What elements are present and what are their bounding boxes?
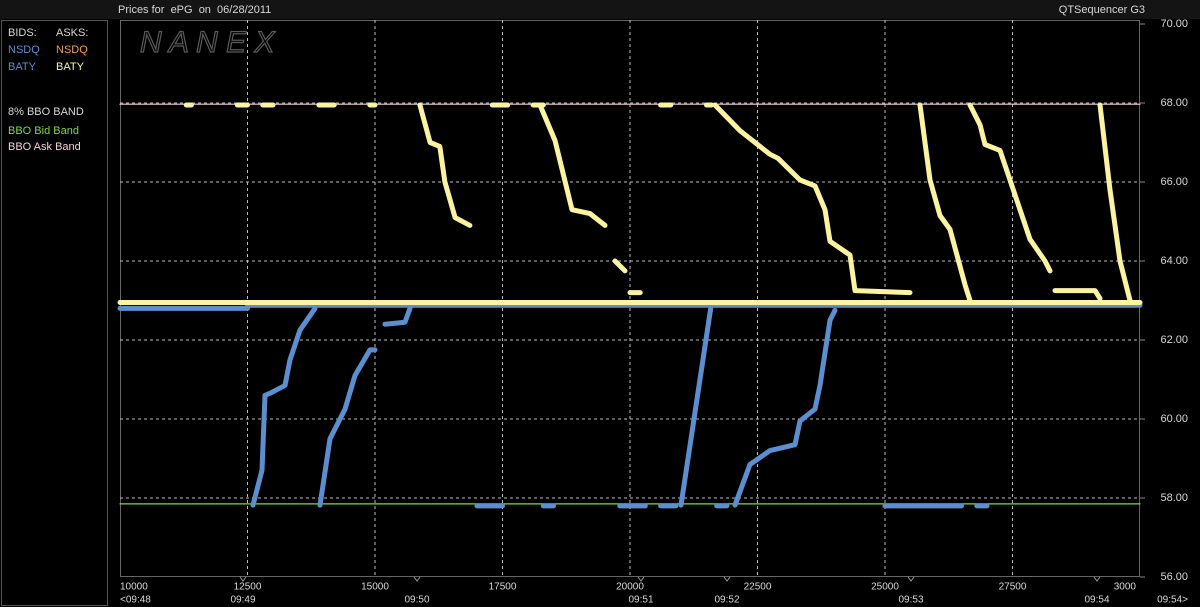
time-tick-label: <09:48	[120, 595, 151, 606]
x-tick-label: 22500	[744, 582, 772, 593]
series-line	[250, 303, 838, 508]
x-tick-label: 3000	[1114, 582, 1137, 593]
y-tick-label: 64.00	[1160, 255, 1188, 267]
time-tick-marker	[723, 576, 731, 582]
x-tick-label: 15000	[361, 582, 389, 593]
time-tick-marker	[413, 576, 421, 582]
y-tick-label: 56.00	[1160, 571, 1188, 583]
legend-heading: 8% BBO BAND	[8, 106, 84, 118]
legend-item: NSDQ	[56, 44, 88, 56]
series-line	[117, 302, 1143, 509]
legend-heading: BIDS:	[8, 27, 37, 39]
time-tick-label: 09:54>	[1157, 595, 1188, 606]
time-tick-label: 09:50	[405, 595, 430, 606]
y-tick-label: 68.00	[1160, 97, 1188, 109]
x-tick-label: 27500	[999, 582, 1027, 593]
chart-title: Prices for ePG on 06/28/2011	[118, 4, 271, 16]
legend-panel	[1, 20, 108, 606]
time-tick-label: 09:49	[230, 595, 255, 606]
time-tick-label: 09:51	[629, 595, 654, 606]
x-tick-label: 20000	[616, 582, 644, 593]
time-tick-label: 09:54	[1084, 595, 1109, 606]
legend-heading: ASKS:	[56, 27, 88, 39]
y-tick-label: 58.00	[1160, 492, 1188, 504]
legend-item: BBO Ask Band	[8, 141, 81, 153]
header-bar	[0, 0, 1200, 19]
x-tick-label: 25000	[871, 582, 899, 593]
series-line	[117, 102, 1143, 305]
time-tick-marker	[1093, 576, 1101, 582]
time-tick-marker	[907, 576, 915, 582]
y-tick-label: 60.00	[1160, 413, 1188, 425]
x-tick-label: 17500	[489, 582, 517, 593]
x-tick-label: 10000	[120, 582, 148, 593]
legend-item: BATY	[8, 61, 37, 73]
legend-item: BBO Bid Band	[8, 125, 79, 137]
y-tick-label: 70.00	[1160, 18, 1188, 30]
legend-item: NSDQ	[8, 44, 40, 56]
x-tick-label: 12500	[234, 582, 262, 593]
y-tick-label: 66.00	[1160, 176, 1188, 188]
legend-item: BATY	[56, 61, 85, 73]
watermark: N A N E X	[140, 26, 275, 59]
time-tick-marker	[637, 576, 645, 582]
y-tick-label: 62.00	[1160, 334, 1188, 346]
app-name: QTSequencer G3	[1059, 4, 1145, 16]
time-tick-label: 09:52	[714, 595, 739, 606]
time-tick-label: 09:53	[898, 595, 923, 606]
time-tick-marker	[239, 576, 247, 582]
